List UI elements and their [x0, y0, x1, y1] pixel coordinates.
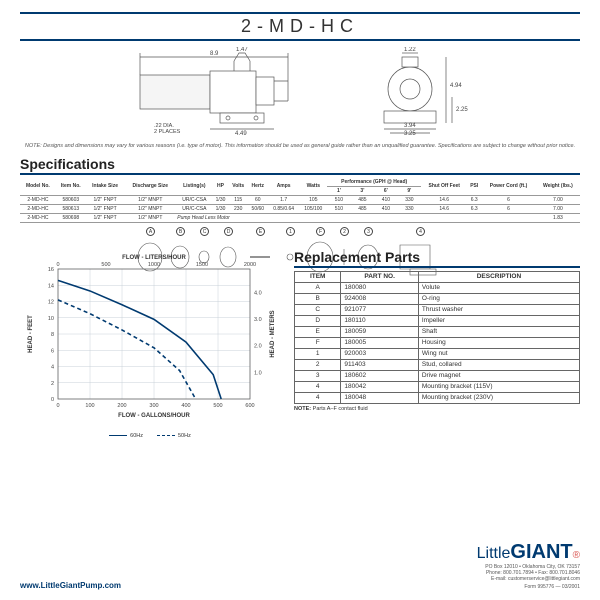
svg-text:4: 4	[51, 364, 54, 370]
table-row: F180005Housing	[295, 337, 580, 348]
svg-text:100: 100	[85, 403, 94, 409]
side-view-drawing: 8.9 1.47 4.49 .22 DIA. 2 PLACES	[120, 47, 330, 139]
svg-text:0: 0	[51, 397, 54, 403]
exploded-view: A B C D E 1 F 2 3 4	[20, 227, 580, 243]
parts-note: NOTE: Parts A–F contact fluid	[294, 406, 580, 412]
callout-D: D	[224, 227, 233, 236]
table-row: B924008O-ring	[295, 293, 580, 304]
drawing-note: NOTE: Designs and dimensions may vary fo…	[20, 143, 580, 150]
table-row: 2-MD-HC5806981/2" FNPT1/2" MNPTPump Head…	[20, 213, 580, 222]
dim-147: 1.47	[236, 47, 248, 53]
svg-text:FLOW - GALLONS/HOUR: FLOW - GALLONS/HOUR	[118, 413, 190, 419]
table-row: D180110Impeller	[295, 315, 580, 326]
svg-text:2000: 2000	[244, 262, 256, 268]
dim-325: 3.25	[404, 131, 416, 137]
table-row: 2-MD-HC5806131/2" FNPT1/2" MNPTUR/C-CSA1…	[20, 204, 580, 213]
dim-225: 2.25	[456, 107, 468, 113]
spec-tbody: 2-MD-HC5806031/2" FNPT1/2" MNPTUR/C-CSA1…	[20, 195, 580, 222]
svg-text:0: 0	[56, 262, 59, 268]
page-footer: www.LittleGiantPump.com LittleGIANT® PO …	[20, 541, 580, 590]
svg-text:600: 600	[245, 403, 254, 409]
svg-text:HEAD - FEET: HEAD - FEET	[28, 314, 34, 352]
svg-text:16: 16	[48, 267, 54, 273]
svg-text:12: 12	[48, 299, 54, 305]
table-row: E180059Shaft	[295, 326, 580, 337]
svg-text:HEAD - METERS: HEAD - METERS	[270, 310, 276, 357]
svg-text:FLOW - LITERS/HOUR: FLOW - LITERS/HOUR	[122, 255, 186, 261]
callout-B: B	[176, 227, 185, 236]
title-bar: 2-MD-HC	[20, 12, 580, 41]
svg-text:2: 2	[51, 380, 54, 386]
svg-text:0: 0	[56, 403, 59, 409]
callout-F: F	[316, 227, 325, 236]
svg-text:1000: 1000	[148, 262, 160, 268]
svg-text:1500: 1500	[196, 262, 208, 268]
svg-text:10: 10	[48, 315, 54, 321]
svg-text:4.0: 4.0	[254, 290, 262, 296]
lower-section: 0100200300400500600024681012141605001000…	[20, 249, 580, 439]
svg-text:8: 8	[51, 332, 54, 338]
table-row: 4180042Mounting bracket (115V)	[295, 381, 580, 392]
table-row: 3180602Drive magnet	[295, 370, 580, 381]
model-title: 2-MD-HC	[20, 16, 580, 37]
callout-1: 1	[286, 227, 295, 236]
website-url: www.LittleGiantPump.com	[20, 581, 121, 590]
parts-table: ITEMPART NO.DESCRIPTION A180080VoluteB92…	[294, 271, 580, 404]
dim-holenote: 2 PLACES	[154, 129, 181, 135]
table-row: 1920003Wing nut	[295, 348, 580, 359]
legend-60hz: 60Hz	[109, 433, 143, 439]
table-row: 2911403Stud, collared	[295, 359, 580, 370]
spec-thead: Model No.Item No.Intake SizeDischarge Si…	[20, 178, 580, 196]
callout-row: ABCDE1F234	[20, 231, 580, 243]
svg-text:500: 500	[101, 262, 110, 268]
parts-heading: Replacement Parts	[294, 249, 580, 268]
callout-4: 4	[416, 227, 425, 236]
spec-heading: Specifications	[20, 156, 580, 175]
front-view-svg: 1.22 4.94 2.25 3.25 3.94	[360, 47, 480, 137]
dim-394: 3.94	[404, 123, 416, 129]
svg-text:400: 400	[181, 403, 190, 409]
callout-A: A	[146, 227, 155, 236]
svg-text:14: 14	[48, 283, 54, 289]
replacement-parts: Replacement Parts ITEMPART NO.DESCRIPTIO…	[294, 249, 580, 439]
table-row: 2-MD-HC5806031/2" FNPT1/2" MNPTUR/C-CSA1…	[20, 195, 580, 204]
table-row: C921077Thrust washer	[295, 304, 580, 315]
table-row: 4180048Mounting bracket (230V)	[295, 392, 580, 403]
legend-50hz: 50Hz	[157, 433, 191, 439]
side-view-svg: 8.9 1.47 4.49 .22 DIA. 2 PLACES	[120, 47, 330, 137]
svg-text:300: 300	[149, 403, 158, 409]
callout-E: E	[256, 227, 265, 236]
svg-text:3.0: 3.0	[254, 317, 262, 323]
spec-table: Model No.Item No.Intake SizeDischarge Si…	[20, 178, 580, 223]
dim-449: 4.49	[235, 131, 247, 137]
callout-3: 3	[364, 227, 373, 236]
svg-text:1.0: 1.0	[254, 370, 262, 376]
svg-text:6: 6	[51, 348, 54, 354]
page: 2-MD-HC	[0, 0, 600, 600]
table-row: A180080Volute	[295, 282, 580, 293]
chart-legend: 60Hz 50Hz	[20, 433, 280, 439]
callout-2: 2	[340, 227, 349, 236]
svg-text:2.0: 2.0	[254, 343, 262, 349]
performance-chart: 0100200300400500600024681012141605001000…	[20, 249, 280, 439]
callout-C: C	[200, 227, 209, 236]
brand-logo: LittleGIANT® PO Box 12010 • Oklahoma Cit…	[477, 541, 580, 590]
svg-text:200: 200	[117, 403, 126, 409]
front-view-drawing: 1.22 4.94 2.25 3.25 3.94	[360, 47, 480, 139]
svg-text:500: 500	[213, 403, 222, 409]
dim-494: 4.94	[450, 83, 462, 89]
chart-svg: 0100200300400500600024681012141605001000…	[20, 249, 280, 429]
dim-890: 8.9	[210, 51, 219, 57]
dim-122: 1.22	[404, 47, 416, 53]
engineering-drawings: 8.9 1.47 4.49 .22 DIA. 2 PLACES	[20, 47, 580, 139]
